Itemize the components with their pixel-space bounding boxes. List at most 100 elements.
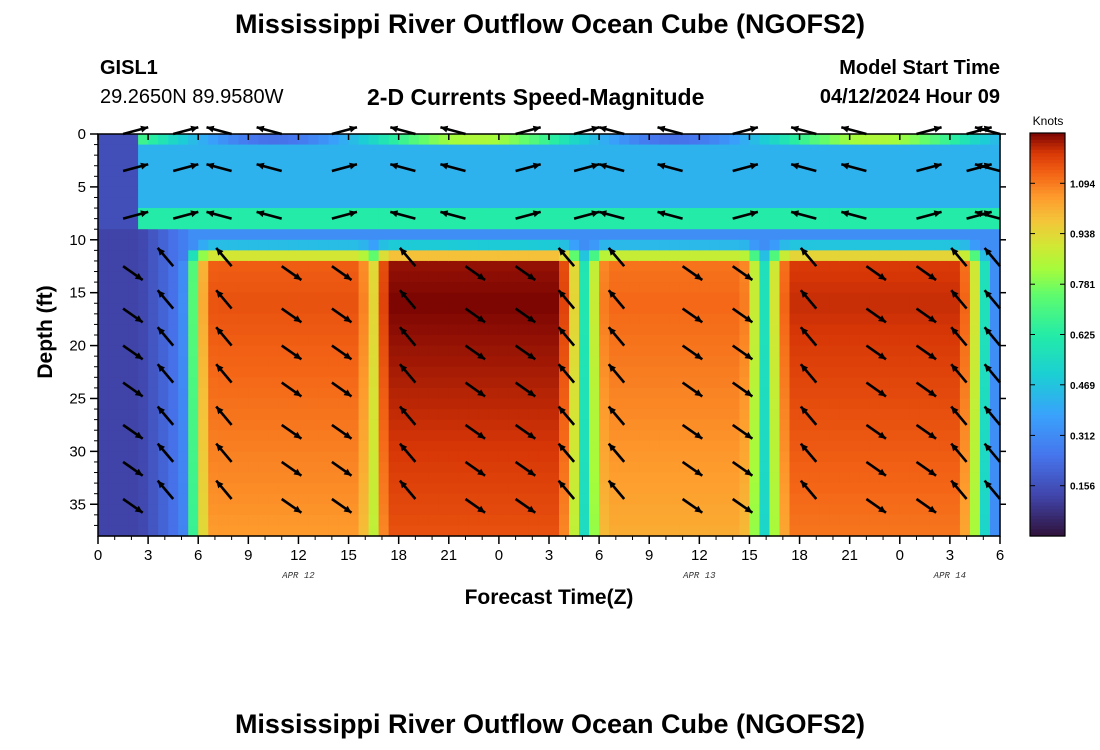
heatmap-cell bbox=[809, 176, 821, 188]
heatmap-cell bbox=[829, 377, 841, 389]
heatmap-cell bbox=[268, 134, 279, 146]
heatmap-cell bbox=[799, 377, 811, 389]
heatmap-cell bbox=[549, 398, 560, 410]
heatmap-cell bbox=[238, 335, 249, 347]
heatmap-cell bbox=[869, 366, 881, 378]
heatmap-cell bbox=[939, 144, 951, 156]
heatmap-cell bbox=[178, 461, 189, 474]
heatmap-cell bbox=[829, 229, 841, 241]
heatmap-cell bbox=[518, 483, 530, 495]
heatmap-cell bbox=[158, 461, 169, 474]
heatmap-cell bbox=[769, 493, 781, 505]
colorbar-segment bbox=[1030, 220, 1065, 225]
heatmap-cell bbox=[689, 239, 700, 251]
heatmap-cell bbox=[458, 197, 470, 209]
heatmap-cell bbox=[148, 472, 159, 484]
heatmap-cell bbox=[178, 313, 189, 326]
current-arrow bbox=[681, 307, 704, 324]
heatmap-cell bbox=[368, 165, 380, 177]
heatmap-cell bbox=[569, 419, 580, 431]
colorbar-segment bbox=[1030, 270, 1065, 275]
heatmap-cell bbox=[338, 483, 350, 495]
heatmap-cell bbox=[358, 356, 370, 368]
heatmap-cell bbox=[378, 525, 390, 537]
heatmap-cell bbox=[779, 451, 791, 463]
current-arrow bbox=[122, 210, 149, 220]
heatmap-cell bbox=[899, 260, 911, 273]
colorbar-segment bbox=[1030, 243, 1065, 248]
heatmap-cell bbox=[308, 313, 320, 326]
current-arrow bbox=[515, 162, 542, 173]
heatmap-cell bbox=[408, 440, 420, 452]
current-arrow bbox=[398, 247, 417, 268]
heatmap-cell bbox=[549, 218, 560, 230]
heatmap-cell bbox=[498, 292, 510, 304]
heatmap-cell bbox=[278, 176, 290, 188]
heatmap-cell bbox=[348, 493, 360, 505]
heatmap-cell bbox=[148, 260, 159, 273]
heatmap-cell bbox=[729, 176, 741, 188]
heatmap-cell bbox=[879, 324, 891, 336]
heatmap-cell bbox=[328, 313, 340, 326]
heatmap-cell bbox=[849, 282, 861, 294]
current-arrow bbox=[598, 210, 625, 220]
heatmap-cell bbox=[599, 292, 610, 304]
heatmap-cell bbox=[518, 440, 530, 452]
heatmap-cell bbox=[248, 134, 259, 146]
heatmap-cell bbox=[428, 472, 440, 484]
heatmap-cell bbox=[368, 356, 380, 368]
heatmap-cell bbox=[108, 155, 119, 167]
heatmap-cell bbox=[228, 208, 239, 220]
heatmap-cell bbox=[639, 218, 650, 230]
heatmap-cell bbox=[779, 440, 791, 452]
heatmap-cell bbox=[899, 134, 911, 146]
heatmap-cell bbox=[268, 377, 279, 389]
current-arrow bbox=[206, 210, 232, 220]
heatmap-cell bbox=[238, 451, 249, 463]
heatmap-cell bbox=[248, 419, 259, 431]
heatmap-cell bbox=[538, 461, 550, 474]
heatmap-cell bbox=[298, 197, 310, 209]
heatmap-cell bbox=[518, 377, 530, 389]
heatmap-cell bbox=[388, 144, 400, 156]
heatmap-cell bbox=[318, 493, 330, 505]
heatmap-cell bbox=[749, 144, 761, 156]
current-arrow bbox=[598, 125, 625, 136]
heatmap-cell bbox=[358, 430, 370, 442]
heatmap-cell bbox=[619, 303, 630, 315]
heatmap-cell bbox=[679, 335, 690, 347]
current-arrow bbox=[215, 289, 233, 310]
heatmap-cell bbox=[809, 345, 821, 357]
heatmap-cell bbox=[979, 260, 991, 273]
heatmap-cell bbox=[879, 176, 891, 188]
heatmap-cell bbox=[629, 483, 640, 495]
heatmap-cell bbox=[428, 440, 440, 452]
heatmap-cell bbox=[318, 366, 330, 378]
heatmap-cell bbox=[368, 472, 380, 484]
heatmap-cell bbox=[148, 239, 159, 251]
heatmap-cell bbox=[418, 186, 430, 199]
heatmap-cell bbox=[749, 186, 761, 199]
heatmap-cell bbox=[138, 335, 149, 347]
heatmap-cell bbox=[629, 292, 640, 304]
heatmap-cell bbox=[869, 134, 881, 146]
heatmap-cell bbox=[659, 356, 670, 368]
heatmap-cell bbox=[478, 250, 490, 262]
current-arrow bbox=[464, 423, 486, 440]
heatmap-cell bbox=[538, 398, 550, 410]
heatmap-cell bbox=[579, 387, 590, 400]
heatmap-cell bbox=[649, 514, 660, 527]
heatmap-cell bbox=[789, 186, 801, 199]
heatmap-cell bbox=[679, 134, 690, 146]
heatmap-cell bbox=[128, 366, 139, 378]
heatmap-cell bbox=[969, 186, 981, 199]
heatmap-cell bbox=[899, 303, 911, 315]
heatmap-cell bbox=[899, 377, 911, 389]
heatmap-cell bbox=[799, 134, 811, 146]
colorbar-segment bbox=[1030, 240, 1065, 245]
heatmap-cell bbox=[458, 186, 470, 199]
heatmap-cell bbox=[879, 504, 891, 516]
heatmap-cell bbox=[378, 345, 390, 357]
heatmap-cell bbox=[488, 461, 500, 474]
heatmap-cell bbox=[939, 313, 951, 326]
